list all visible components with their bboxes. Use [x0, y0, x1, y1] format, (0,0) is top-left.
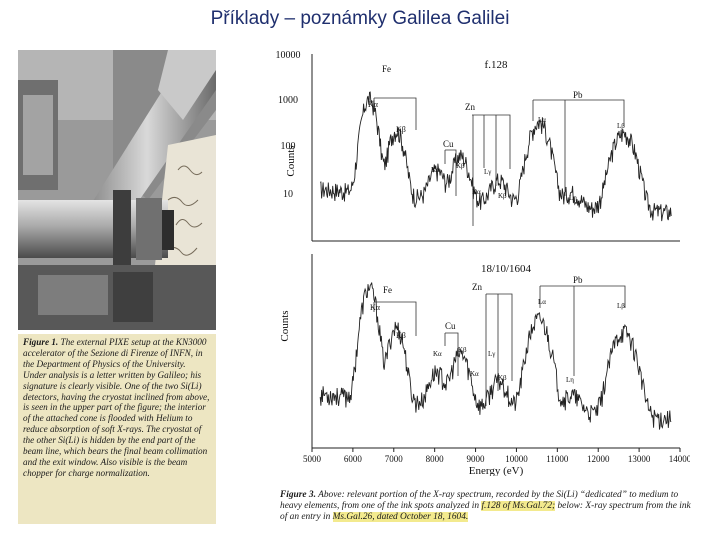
- pixe-setup-photo: [18, 50, 216, 330]
- figure3-ref-1: f.128 of Ms.Gal.72;: [481, 501, 556, 511]
- lower-peak-markers: [373, 285, 626, 406]
- upper-zn-marker: [472, 114, 511, 226]
- figure1-caption: Figure 1. The external PIXE setup at the…: [18, 334, 216, 524]
- upper-label-pb-lg: Lγ: [484, 168, 491, 176]
- lower-spectrum: Counts 18/10/1604 Fe Kα Kβ Cu Kα Kβ Zn K…: [279, 254, 690, 476]
- lower-label-fe-kb: Kβ: [396, 331, 406, 340]
- figure3-text-b: below: X-ray spectrum from the ink of an…: [280, 501, 691, 522]
- x-tick-label: 9000: [467, 454, 486, 464]
- upper-label-fe: Fe: [382, 64, 391, 74]
- lower-label-pb: Pb: [573, 275, 583, 285]
- lower-label-fe-ka: Kα: [370, 303, 381, 312]
- lower-label-cu-kb: Kβ: [458, 346, 467, 354]
- upper-title: f.128: [485, 59, 508, 71]
- slide-title: Příklady – poznámky Galilea Galilei: [210, 8, 510, 29]
- upper-label-pb-le: Lη: [569, 194, 577, 202]
- figure1-text: The external PIXE setup at the KN3000 ac…: [23, 337, 210, 478]
- upper-ytick: 100: [281, 141, 296, 152]
- lower-label-pb-le: Lη: [566, 376, 574, 384]
- upper-peak-markers: [373, 97, 625, 226]
- xray-spectra-figure: 10000 1000 100 10 Counts f.128 Fe Kα Kβ …: [276, 50, 691, 476]
- lower-label-zn-ka: Kα: [470, 370, 479, 378]
- x-tick-label: 7000: [385, 454, 404, 464]
- x-tick-label: 14000: [669, 454, 690, 464]
- lower-spectrum-trace: [319, 282, 672, 430]
- upper-spectrum: 10000 1000 100 10 Counts f.128 Fe Kα Kβ …: [276, 50, 680, 242]
- figure3-ref-2: Ms.Gal.26, dated October 18, 1604.: [332, 512, 469, 522]
- figure3-caption: Figure 3. Above: relevant portion of the…: [280, 490, 692, 523]
- upper-label-cu-kb: Kβ: [456, 162, 465, 170]
- x-tick-label: 8000: [426, 454, 445, 464]
- lower-fe-marker: [373, 301, 417, 336]
- upper-label-fe-ka: Kα: [368, 100, 379, 109]
- upper-label-cu: Cu: [443, 139, 454, 149]
- lower-zn-marker: [485, 293, 513, 406]
- upper-label-pb-la: Lα: [538, 116, 546, 124]
- upper-ylabel: Counts: [285, 145, 297, 176]
- lower-pb-marker: [539, 285, 626, 376]
- lower-label-cu: Cu: [445, 321, 456, 331]
- upper-ytick: 10000: [276, 50, 301, 61]
- upper-label-zn: Zn: [465, 102, 475, 112]
- upper-label-pb: Pb: [573, 90, 583, 100]
- upper-label-fe-kb: Kβ: [396, 125, 406, 134]
- x-tick-label: 5000: [303, 454, 322, 464]
- lower-title: 18/10/1604: [481, 263, 532, 275]
- pixe-setup-illustration: [18, 50, 216, 330]
- lower-xlabel: Energy (eV): [469, 465, 524, 476]
- upper-zn-lines: [483, 115, 497, 186]
- lower-ylabel: Counts: [279, 310, 291, 341]
- upper-cu-marker: [444, 149, 457, 196]
- x-tick-label: 12000: [587, 454, 610, 464]
- lower-cu-marker: [444, 332, 459, 376]
- x-tick-label: 13000: [628, 454, 651, 464]
- lower-label-fe: Fe: [383, 285, 392, 295]
- lower-label-pb-lg: Lγ: [488, 350, 495, 358]
- figure1-label: Figure 1.: [23, 337, 59, 347]
- upper-fe-marker: [373, 97, 417, 130]
- upper-label-zn-kb: Kβ: [498, 192, 507, 200]
- lower-label-zn-kb: Kβ: [498, 374, 507, 382]
- figure3-label: Figure 3.: [280, 490, 316, 500]
- lower-label-cu-ka: Kα: [433, 350, 442, 358]
- upper-ytick: 1000: [278, 95, 298, 106]
- x-tick-label: 10000: [505, 454, 528, 464]
- upper-label-zn-ka: Kα: [472, 188, 481, 196]
- upper-label-cu-ka: Kα: [431, 166, 440, 174]
- upper-pb-marker: [532, 99, 625, 196]
- lower-label-pb-lb: Lβ: [617, 302, 625, 310]
- x-tick-label: 6000: [344, 454, 363, 464]
- figure3-text-a: Above: relevant portion of the X-ray spe…: [280, 490, 679, 511]
- lower-x-ticks: 5000 6000 7000 8000 9000 10000 11000 12000 13000…: [303, 448, 690, 464]
- upper-label-pb-lb: Lβ: [617, 122, 625, 130]
- upper-ytick: 10: [283, 189, 293, 200]
- lower-label-pb-la: Lα: [538, 298, 546, 306]
- lower-label-zn: Zn: [472, 282, 482, 292]
- x-tick-label: 11000: [546, 454, 569, 464]
